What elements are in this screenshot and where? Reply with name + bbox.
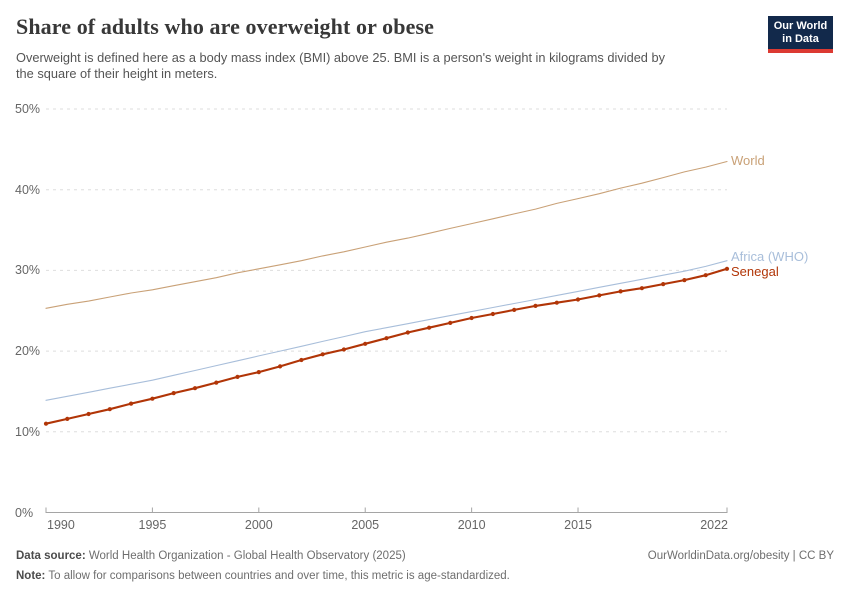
series-label-world[interactable]: World — [731, 153, 765, 169]
data-source-label: Data source: — [16, 550, 86, 562]
senegal-marker — [150, 396, 155, 401]
senegal-line[interactable] — [44, 267, 729, 425]
senegal-marker — [618, 289, 623, 294]
senegal-marker — [192, 386, 198, 391]
senegal-marker — [86, 411, 91, 417]
chart-title: Share of adults who are overweight or ob… — [16, 14, 435, 39]
y-tick-label: 40% — [15, 182, 41, 197]
x-tick-label: 2005 — [351, 518, 380, 532]
series-label-senegal[interactable]: Senegal — [731, 264, 779, 280]
senegal-marker — [256, 370, 261, 375]
senegal-marker — [427, 325, 432, 330]
senegal-marker — [469, 315, 474, 321]
senegal-marker — [65, 416, 70, 421]
series-label-africa-who[interactable]: Africa (WHO) — [731, 249, 809, 265]
y-tick-label: 20% — [15, 344, 41, 359]
senegal-marker — [341, 347, 346, 352]
senegal-marker — [533, 303, 538, 308]
y-tick-label: 10% — [15, 424, 41, 439]
owid-logo-line1: Our World — [773, 20, 828, 32]
data-source-line: Data source: World Health Organization -… — [16, 549, 406, 563]
chart-footer: Data source: World Health Organization -… — [16, 549, 834, 583]
x-tick-label: 1995 — [138, 518, 167, 532]
senegal-marker — [490, 311, 495, 317]
senegal-marker — [597, 293, 602, 298]
x-tick-label: 2010 — [457, 518, 486, 532]
y-tick-label: 50% — [15, 102, 41, 116]
senegal-marker — [43, 421, 49, 426]
x-tick-label: 1990 — [47, 518, 75, 532]
senegal-marker — [235, 374, 240, 379]
note-line: Note: To allow for comparisons between c… — [16, 569, 834, 583]
attribution-link[interactable]: OurWorldinData.org/obesity | CC BY — [647, 550, 834, 562]
senegal-marker — [320, 352, 325, 357]
note-label: Note: — [16, 570, 46, 582]
senegal-marker — [214, 380, 219, 385]
senegal-markers[interactable] — [43, 266, 730, 426]
senegal-marker — [278, 364, 283, 369]
senegal-marker — [171, 391, 176, 396]
x-tick-label: 2000 — [244, 518, 273, 532]
y-tick-label: 30% — [15, 263, 41, 278]
senegal-marker — [575, 297, 581, 302]
chart-subtitle: Overweight is defined here as a body mas… — [16, 50, 665, 81]
senegal-marker — [363, 341, 368, 346]
senegal-marker — [724, 266, 730, 271]
owid-logo[interactable]: Our World in Data — [768, 16, 833, 53]
senegal-marker — [384, 336, 389, 341]
senegal-marker — [129, 401, 134, 406]
senegal-marker — [661, 282, 666, 287]
senegal-marker — [682, 278, 687, 283]
senegal-marker — [448, 320, 453, 325]
senegal-marker — [639, 286, 645, 291]
senegal-marker — [512, 307, 517, 312]
x-tick-label: 2015 — [564, 518, 592, 532]
x-tick-label: 2022 — [700, 518, 728, 532]
senegal-marker — [703, 273, 708, 278]
note-text: To allow for comparisons between countri… — [45, 570, 510, 582]
data-source-text: World Health Organization - Global Healt… — [85, 550, 406, 562]
senegal-marker — [299, 357, 304, 363]
senegal-marker — [405, 330, 410, 335]
senegal-marker — [107, 407, 112, 412]
world-line[interactable] — [45, 160, 728, 309]
owid-logo-line2: in Data — [782, 32, 819, 45]
y-tick-label: 0% — [15, 505, 34, 520]
africa-who-line[interactable] — [45, 260, 728, 401]
senegal-marker — [554, 300, 559, 305]
